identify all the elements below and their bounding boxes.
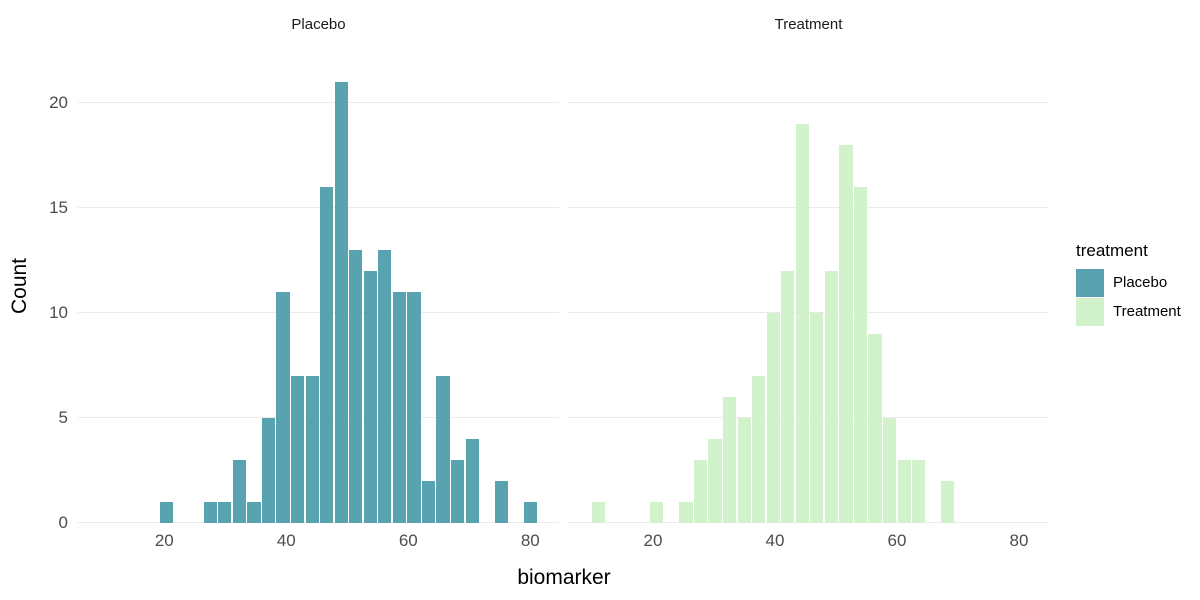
histogram-bar [693, 459, 708, 523]
x-axis-title: biomarker [517, 566, 611, 589]
histogram-bar [853, 186, 868, 523]
histogram-bar [781, 270, 795, 523]
histogram-bar [218, 501, 232, 523]
x-tick-label-20: 20 [154, 531, 174, 550]
x-tick-label-80: 80 [1009, 531, 1029, 550]
histogram-bar [766, 312, 780, 523]
histogram-bar [824, 270, 838, 523]
gridline-y-0 [78, 521, 559, 524]
histogram-bar [203, 501, 217, 523]
histogram-bar [407, 291, 421, 523]
histogram-bar [795, 123, 809, 523]
x-tick-label-80: 80 [520, 531, 540, 550]
y-tick-label-10: 10 [49, 302, 68, 322]
gridline-y-10 [78, 311, 559, 314]
histogram-bar [349, 249, 363, 523]
gridline-y-15 [78, 206, 559, 209]
histogram-bar [421, 480, 436, 523]
histogram-bar [941, 480, 955, 523]
facet-strip-treatment: Treatment [774, 16, 843, 33]
histogram-bar [276, 291, 290, 523]
histogram-bar [160, 501, 174, 523]
legend-key-placebo-swatch [1076, 269, 1104, 298]
facet-strip-placebo: Placebo [291, 16, 346, 33]
legend: treatment Placebo Treatment [1076, 241, 1181, 326]
histogram-bar [839, 144, 853, 523]
histogram-bar [436, 375, 450, 523]
histogram-bar [708, 438, 722, 523]
y-tick-label-20: 20 [49, 92, 68, 112]
histogram-bar [261, 417, 276, 523]
legend-key-treatment-swatch [1076, 297, 1104, 326]
x-tick-label-40: 40 [276, 531, 296, 550]
gridline-y-20 [78, 101, 559, 104]
histogram-bar [334, 81, 348, 523]
histogram-bar [232, 459, 247, 523]
legend-item-treatment: Treatment [1076, 297, 1181, 327]
y-tick-label-15: 15 [49, 197, 68, 217]
x-tick-label-20: 20 [643, 531, 663, 550]
gridline-y-20 [568, 101, 1050, 104]
legend-label-placebo: Placebo [1113, 274, 1168, 292]
histogram-bar [523, 501, 537, 523]
legend-title: treatment [1076, 241, 1148, 260]
histogram-bar [882, 417, 897, 523]
histogram-bar [378, 249, 392, 523]
histogram-bar [320, 186, 334, 523]
histogram-bar [650, 501, 664, 523]
histogram-bar [912, 459, 926, 523]
histogram-bar [722, 396, 737, 523]
histogram-bar [392, 291, 406, 523]
histogram-bar [592, 501, 606, 523]
histogram-bar [291, 375, 305, 523]
histogram-bar [868, 333, 882, 523]
histogram-bar [810, 312, 824, 523]
histogram-bar [752, 375, 766, 523]
histogram-bar [465, 438, 479, 523]
histogram-bar [450, 459, 465, 523]
histogram-bar [247, 501, 261, 523]
x-tick-label-40: 40 [765, 531, 785, 550]
histogram-bar [494, 480, 508, 523]
histogram-bar [737, 417, 751, 523]
y-tick-label-5: 5 [58, 407, 68, 427]
y-axis-title: Count [8, 257, 31, 315]
histogram-bar [305, 375, 319, 523]
x-tick-label-60: 60 [398, 531, 418, 550]
legend-item-placebo: Placebo [1076, 269, 1181, 298]
histogram-bar [897, 459, 911, 523]
y-tick-label-0: 0 [58, 512, 68, 532]
legend-label-treatment: Treatment [1113, 302, 1181, 320]
histogram-bar [363, 270, 377, 523]
histogram-bar [679, 501, 693, 523]
x-tick-label-60: 60 [887, 531, 907, 550]
gridline-y-0 [568, 521, 1050, 524]
